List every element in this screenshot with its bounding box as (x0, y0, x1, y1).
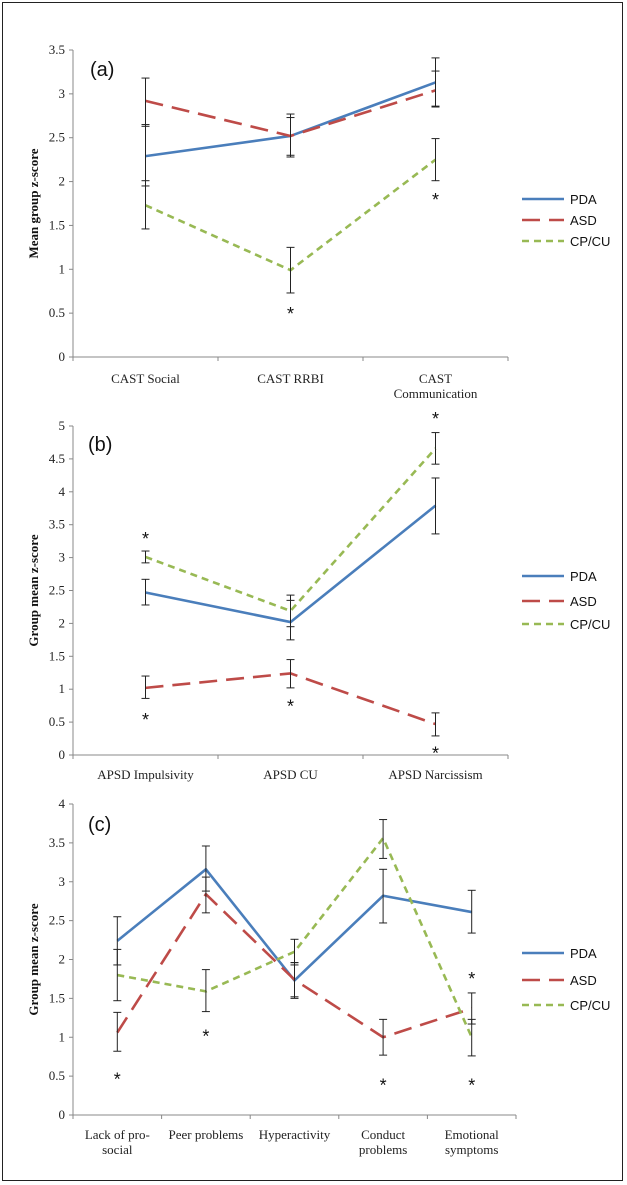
y-tick-label: 2 (59, 174, 66, 189)
x-tick-label: Hyperactivity (259, 1127, 331, 1142)
significance-star: * (432, 409, 439, 429)
y-tick-label: 1.5 (49, 217, 65, 232)
y-tick-label: 0.5 (49, 1068, 65, 1083)
y-tick-label: 0 (59, 349, 66, 364)
y-tick-label: 4.5 (49, 451, 65, 466)
x-tick-label: CAST (419, 371, 452, 386)
significance-star: * (468, 969, 475, 989)
y-tick-label: 2 (59, 952, 66, 967)
legend-label: ASD (570, 973, 597, 988)
significance-star: * (432, 743, 439, 763)
y-tick-label: 1.5 (49, 648, 65, 663)
significance-star: * (142, 529, 149, 549)
y-tick-label: 3 (59, 86, 66, 101)
y-tick-label: 4 (59, 484, 66, 499)
y-tick-label: 0.5 (49, 305, 65, 320)
x-tick-label: APSD Narcissism (388, 767, 482, 782)
x-tick-label: problems (359, 1142, 407, 1157)
y-tick-label: 0.5 (49, 714, 65, 729)
y-axis-label: Group mean z-score (26, 534, 41, 646)
panel-label: (b) (88, 434, 112, 456)
panel-label: (c) (88, 814, 111, 836)
y-tick-label: 3 (59, 874, 66, 889)
legend-label: PDA (570, 569, 597, 584)
legend-label: PDA (570, 192, 597, 207)
y-tick-label: 3.5 (49, 42, 65, 57)
series-line-cpcu (117, 836, 473, 1038)
y-tick-label: 3 (59, 550, 66, 565)
x-tick-label: Communication (394, 386, 478, 401)
x-tick-label: CAST RRBI (257, 371, 324, 386)
x-tick-label: Conduct (361, 1127, 405, 1142)
y-tick-label: 4 (59, 796, 66, 811)
y-tick-label: 1 (59, 1029, 66, 1044)
y-tick-label: 2 (59, 615, 66, 630)
x-tick-label: Peer problems (169, 1127, 244, 1142)
series-line-cpcu (145, 447, 437, 613)
y-tick-label: 3.5 (49, 835, 65, 850)
panel-label: (a) (90, 59, 114, 81)
y-tick-label: 2.5 (49, 583, 65, 598)
legend-label: ASD (570, 213, 597, 228)
y-tick-label: 2.5 (49, 913, 65, 928)
x-tick-label: social (102, 1142, 133, 1157)
x-tick-label: CAST Social (111, 371, 180, 386)
x-tick-label: Emotional (445, 1127, 500, 1142)
significance-star: * (468, 1076, 475, 1096)
y-tick-label: 1 (59, 681, 66, 696)
y-tick-label: 3.5 (49, 517, 65, 532)
significance-star: * (287, 304, 294, 324)
chart-panel-3: 0 0.5 1 1.5 2 2.5 3 3.5 4 Lack of pro-social Peer … (26, 796, 610, 1157)
significance-star: * (114, 1069, 121, 1089)
x-tick-label: symptoms (445, 1142, 498, 1157)
x-tick-label: APSD CU (263, 767, 318, 782)
y-tick-label: 1.5 (49, 990, 65, 1005)
significance-star: * (202, 1027, 209, 1047)
significance-star: * (287, 697, 294, 717)
legend-label: CP/CU (570, 234, 610, 249)
y-tick-label: 1 (59, 261, 66, 276)
legend-label: CP/CU (570, 617, 610, 632)
y-tick-label: 5 (59, 418, 66, 433)
x-tick-label: APSD Impulsivity (97, 767, 194, 782)
legend-label: PDA (570, 946, 597, 961)
chart-panel-2: 0 0.5 1 1.5 2 2.5 3 3.5 4 4.5 5 APSD Impulsivity APS… (26, 409, 610, 782)
legend-label: ASD (570, 594, 597, 609)
x-tick-label: Lack of pro- (85, 1127, 150, 1142)
legend-label: CP/CU (570, 998, 610, 1013)
chart-panel-1: 0 0.5 1 1.5 2 2.5 3 3.5 CAST Social CAST RRBI CAST… (26, 42, 610, 401)
y-tick-label: 0 (59, 747, 66, 762)
significance-star: * (432, 190, 439, 210)
y-tick-label: 0 (59, 1107, 66, 1122)
significance-star: * (142, 710, 149, 730)
significance-star: * (380, 1076, 387, 1096)
y-axis-label: Mean group z-score (26, 148, 41, 258)
y-axis-label: Group mean z-score (26, 903, 41, 1015)
y-tick-label: 2.5 (49, 130, 65, 145)
